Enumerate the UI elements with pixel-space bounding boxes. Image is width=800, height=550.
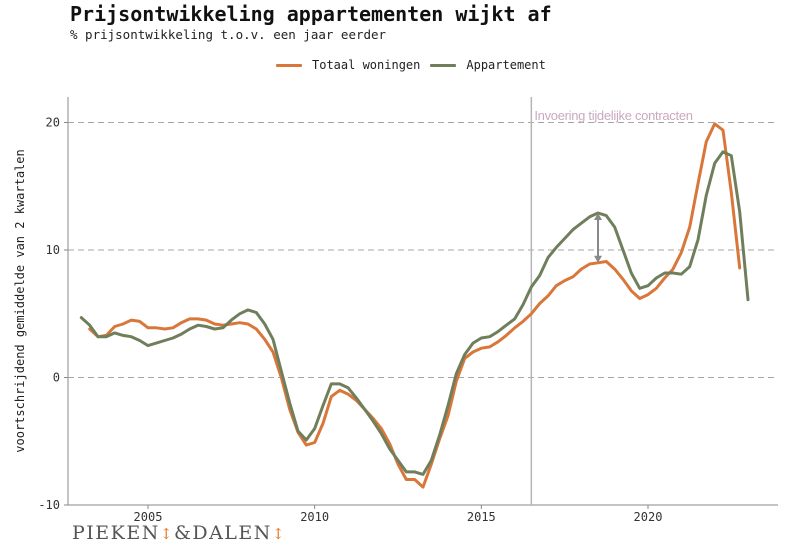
chart-legend: Totaal woningen Appartement (276, 58, 556, 72)
series-line-appartement (79, 150, 750, 476)
legend-label-totaal: Totaal woningen (312, 58, 421, 72)
legend-swatch-totaal (276, 63, 302, 67)
y-tick-label: 20 (46, 116, 60, 130)
up-down-arrow-icon: ↕ (271, 525, 286, 543)
logo-text-left: PIEKE (72, 522, 142, 544)
x-tick-label: 2020 (634, 510, 663, 524)
y-tick-label: 10 (46, 243, 60, 257)
brand-logo: PIEKEN↕&DALEN↕ (72, 522, 286, 544)
x-tick-label: 2005 (134, 510, 163, 524)
chart-title: Prijsontwikkeling appartementen wijkt af (70, 2, 552, 26)
y-tick-label: 0 (53, 371, 60, 385)
x-tick-label: 2010 (300, 510, 329, 524)
x-tick-label: 2015 (467, 510, 496, 524)
legend-swatch-appartement (430, 63, 457, 67)
gap-arrow-head-up (594, 213, 602, 221)
logo-text-mid: &DALE (173, 522, 254, 544)
legend-label-appartement: Appartement (466, 58, 546, 72)
series-line-totaal-woningen (88, 122, 742, 489)
logo-letter-n2: N (253, 522, 272, 544)
y-axis-label: voortschrijdend gemiddelde van 2 kwartal… (13, 149, 27, 452)
logo-letter-n1: N (141, 522, 160, 544)
legend-item-appartement: Appartement (430, 58, 546, 72)
legend-item-totaal: Totaal woningen (276, 58, 420, 72)
y-tick-label: -10 (38, 498, 60, 512)
annotation-label: Invoering tijdelijke contracten (534, 108, 692, 123)
gap-arrow-head-down (594, 255, 602, 263)
up-down-arrow-icon: ↕ (159, 525, 174, 543)
chart-subtitle: % prijsontwikkeling t.o.v. een jaar eerd… (70, 27, 387, 42)
